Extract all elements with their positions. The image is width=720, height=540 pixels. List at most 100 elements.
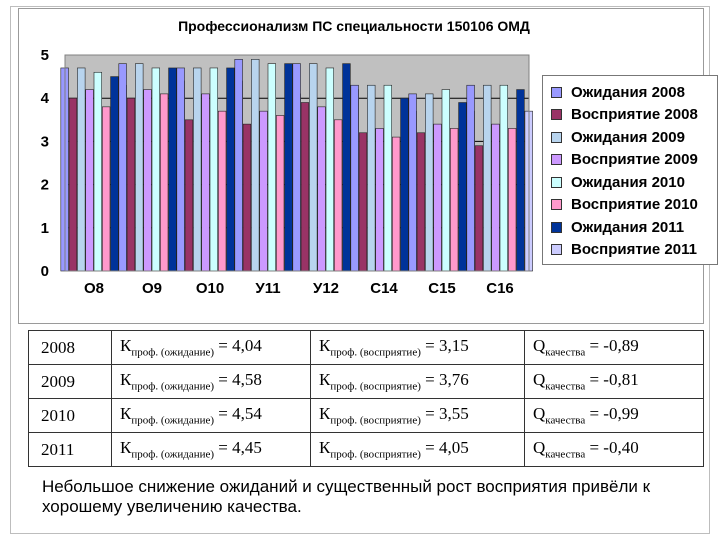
year-cell: 2011 xyxy=(28,432,112,467)
bar xyxy=(102,106,111,272)
q-quality-cell: Qкачества = -0,99 xyxy=(524,398,704,433)
bar xyxy=(259,110,268,272)
bar xyxy=(425,93,434,272)
legend-swatch xyxy=(551,86,562,98)
legend-label: Восприятие 2008 xyxy=(571,106,698,123)
bar xyxy=(383,84,392,272)
chart-area: Профессионализм ПС специальности 150106 … xyxy=(18,8,718,324)
bar xyxy=(350,84,359,272)
x-tick-label: У12 xyxy=(313,280,339,297)
k-expectation-cell: Кпроф. (ожидание) = 4,54 xyxy=(111,398,311,433)
bar xyxy=(416,132,426,272)
chart-title: Профессионализм ПС специальности 150106 … xyxy=(178,18,530,34)
table-row: 2011 Кпроф. (ожидание) = 4,45 Кпроф. (восп… xyxy=(28,432,704,467)
legend-label: Восприятие 2010 xyxy=(571,196,698,213)
bar xyxy=(516,89,525,272)
y-tick-label: 5 xyxy=(41,47,49,64)
bar xyxy=(234,59,243,272)
k-expectation-cell: Кпроф. (ожидание) = 4,04 xyxy=(111,330,311,365)
bar xyxy=(193,67,202,272)
legend-swatch xyxy=(551,131,562,143)
legend-item: Восприятие 2010 xyxy=(551,195,698,215)
bar xyxy=(400,97,409,272)
legend-label: Ожидания 2010 xyxy=(571,173,685,191)
q-quality-cell: Qкачества = -0,81 xyxy=(524,364,704,399)
x-tick-label: С15 xyxy=(428,280,456,297)
bar xyxy=(68,97,78,272)
legend-item: Ожидания 2010 xyxy=(551,172,685,192)
legend-swatch xyxy=(551,221,562,233)
bar xyxy=(218,110,227,272)
x-tick-label: С14 xyxy=(370,280,398,297)
table-row: 2010 Кпроф. (ожидание) = 4,54 Кпроф. (восп… xyxy=(28,398,704,433)
y-tick-label: 0 xyxy=(41,263,49,280)
bar xyxy=(408,93,417,272)
bar xyxy=(441,89,450,272)
k-perception-cell: Кпроф. (восприятие) = 3,15 xyxy=(310,330,525,365)
y-tick-label: 4 xyxy=(41,90,50,107)
bar xyxy=(201,93,210,272)
k-expectation-cell: Кпроф. (ожидание) = 4,45 xyxy=(111,432,311,467)
year-cell: 2010 xyxy=(28,398,112,433)
x-tick-label: О9 xyxy=(142,280,162,297)
bar xyxy=(325,67,334,272)
k-perception-cell: Кпроф. (восприятие) = 3,55 xyxy=(310,398,525,433)
bar xyxy=(93,71,102,272)
chart-legend: Ожидания 2008 Восприятие 2008 Ожидания 200… xyxy=(542,75,718,265)
table-row: 2008 Кпроф. (ожидание) = 4,04 Кпроф. (восп… xyxy=(28,330,704,365)
bar xyxy=(110,76,119,272)
legend-item: Ожидания 2008 xyxy=(551,82,685,102)
legend-item: Восприятие 2011 xyxy=(551,240,697,260)
legend-label: Ожидания 2009 xyxy=(571,128,685,146)
legend-item: Восприятие 2009 xyxy=(551,150,698,170)
q-quality-cell: Qкачества = -0,40 xyxy=(524,432,704,467)
k-perception-cell: Кпроф. (восприятие) = 3,76 xyxy=(310,364,525,399)
legend-label: Восприятие 2011 xyxy=(571,241,697,258)
bar xyxy=(499,84,508,272)
legend-swatch xyxy=(551,244,562,255)
bar xyxy=(367,84,376,272)
bar xyxy=(118,63,127,272)
bar xyxy=(458,102,467,272)
x-tick-label: О8 xyxy=(84,280,104,297)
legend-item: Ожидания 2011 xyxy=(551,217,684,237)
stats-table: 2008 Кпроф. (ожидание) = 4,04 Кпроф. (восп… xyxy=(28,330,704,467)
bar xyxy=(284,63,293,272)
legend-label: Восприятие 2009 xyxy=(571,151,698,168)
bar xyxy=(126,97,136,272)
bar xyxy=(135,63,144,272)
bar xyxy=(449,128,459,272)
bar xyxy=(251,59,260,272)
legend-item: Ожидания 2009 xyxy=(551,127,685,147)
q-quality-cell: Qкачества = -0,89 xyxy=(524,330,704,365)
bar xyxy=(242,123,252,272)
bar xyxy=(226,67,235,272)
bar xyxy=(267,63,276,272)
legend-item: Восприятие 2008 xyxy=(551,105,698,125)
bar xyxy=(275,115,285,272)
bar xyxy=(433,123,442,272)
legend-swatch xyxy=(551,176,562,188)
bar xyxy=(184,119,194,272)
bar xyxy=(292,63,301,272)
bar-chart: Профессионализм ПС специальности 150106 … xyxy=(41,18,533,297)
bar xyxy=(317,106,326,272)
bar xyxy=(474,145,484,272)
bar xyxy=(491,123,500,272)
slide-frame xyxy=(10,6,710,534)
x-tick-label: О10 xyxy=(196,280,224,297)
k-perception-cell: Кпроф. (восприятие) = 4,05 xyxy=(310,432,525,467)
legend-swatch xyxy=(551,199,562,210)
k-expectation-cell: Кпроф. (ожидание) = 4,58 xyxy=(111,364,311,399)
table-row: 2009 Кпроф. (ожидание) = 4,58 Кпроф. (восп… xyxy=(28,364,704,399)
bar xyxy=(466,84,475,272)
bar xyxy=(342,63,351,272)
legend-label: Ожидания 2008 xyxy=(571,83,685,101)
legend-label: Ожидания 2011 xyxy=(571,218,685,236)
legend-swatch xyxy=(551,154,562,165)
bar xyxy=(151,67,160,272)
bar xyxy=(507,128,517,272)
bar xyxy=(375,128,384,272)
bar xyxy=(143,89,152,272)
bar xyxy=(77,67,86,272)
